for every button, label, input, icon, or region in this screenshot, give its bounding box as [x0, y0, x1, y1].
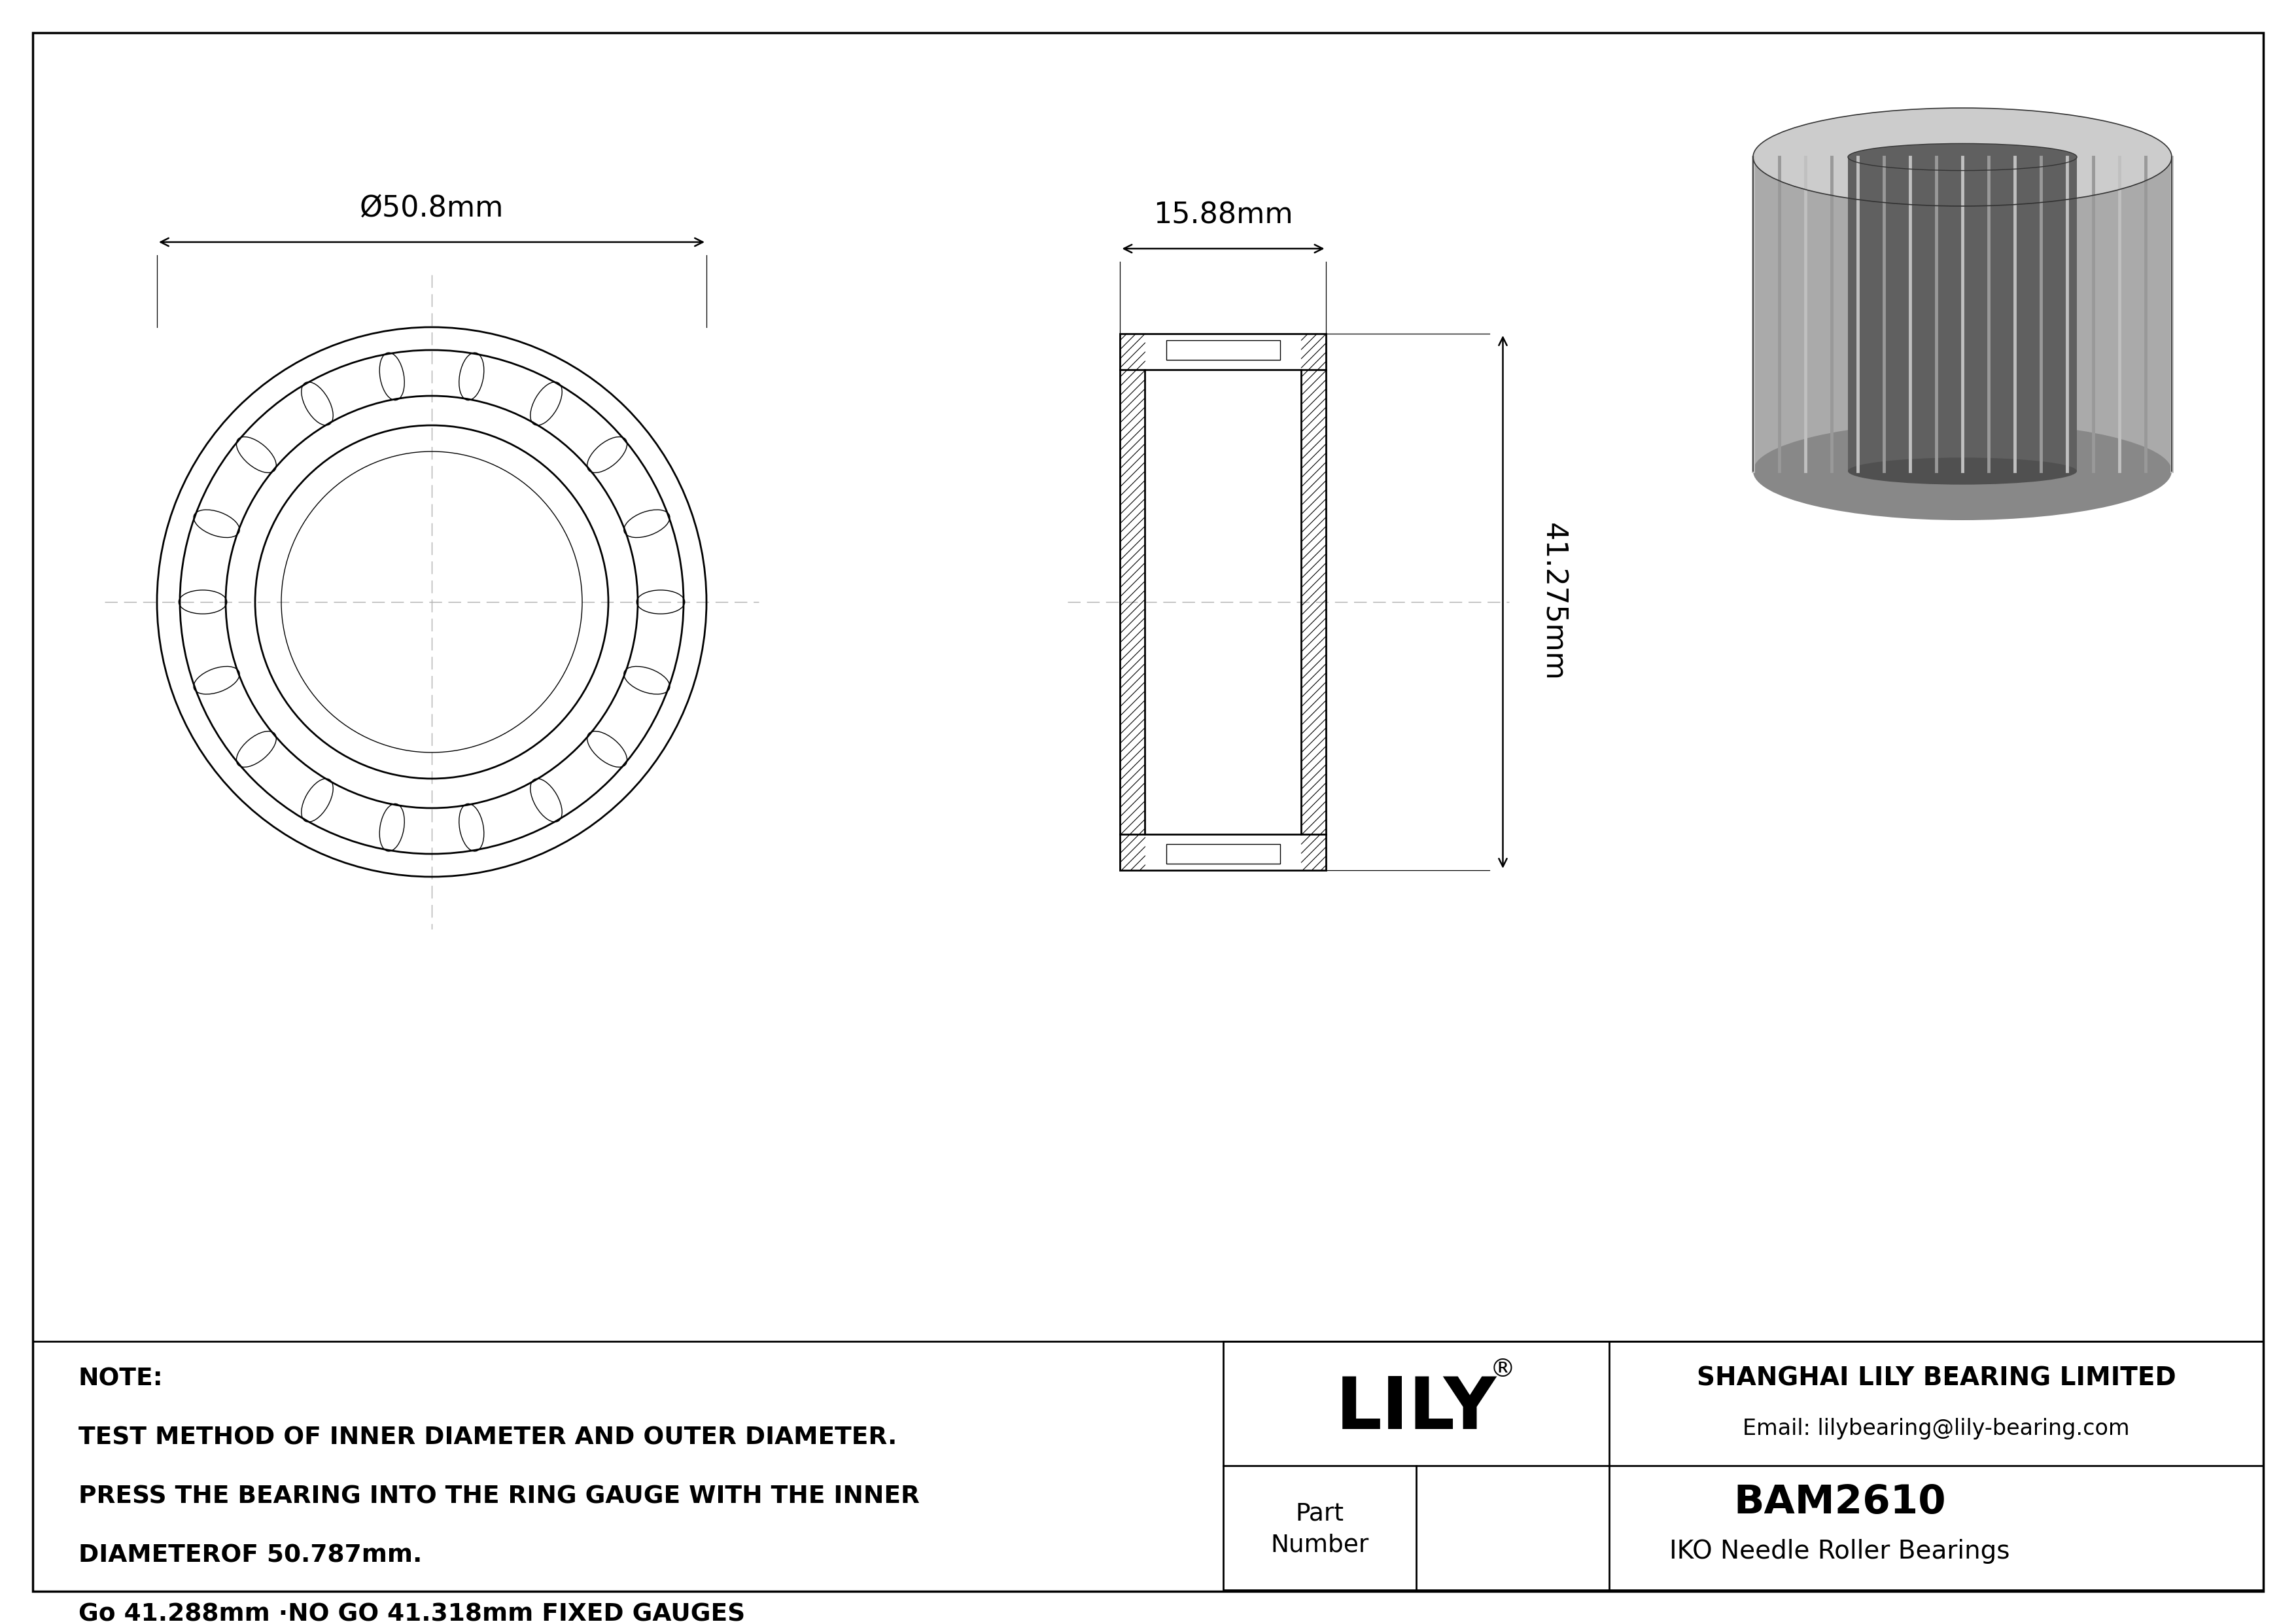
Text: PRESS THE BEARING INTO THE RING GAUGE WITH THE INNER: PRESS THE BEARING INTO THE RING GAUGE WI… [78, 1486, 921, 1509]
Ellipse shape [1848, 143, 2078, 171]
Bar [1224, 1341, 2264, 1590]
Text: TEST METHOD OF INNER DIAMETER AND OUTER DIAMETER.: TEST METHOD OF INNER DIAMETER AND OUTER … [78, 1426, 898, 1450]
Bar [1166, 339, 1279, 361]
Bar [1848, 158, 2078, 471]
Ellipse shape [1754, 107, 2172, 206]
Text: IKO Needle Roller Bearings: IKO Needle Roller Bearings [1669, 1540, 2009, 1564]
Text: Email: lilybearing@lily-bearing.com: Email: lilybearing@lily-bearing.com [1743, 1418, 2131, 1439]
Text: ®: ® [1490, 1358, 1515, 1382]
Text: SHANGHAI LILY BEARING LIMITED: SHANGHAI LILY BEARING LIMITED [1697, 1366, 2177, 1392]
Text: 15.88mm: 15.88mm [1153, 201, 1293, 229]
Text: 41.275mm: 41.275mm [1538, 523, 1566, 680]
Text: BAM2610: BAM2610 [1733, 1484, 1947, 1522]
Text: Number: Number [1270, 1533, 1368, 1557]
Bar [1120, 333, 1327, 870]
Text: Ø50.8mm: Ø50.8mm [360, 195, 503, 222]
Text: DIAMETEROF 50.787mm.: DIAMETEROF 50.787mm. [78, 1544, 422, 1567]
Ellipse shape [1848, 458, 2078, 484]
Text: LILY: LILY [1336, 1374, 1497, 1444]
Bar [1166, 844, 1279, 864]
Ellipse shape [1754, 422, 2172, 520]
Text: Go 41.288mm ·NO GO 41.318mm FIXED GAUGES: Go 41.288mm ·NO GO 41.318mm FIXED GAUGES [78, 1603, 746, 1624]
Bar [1754, 158, 2172, 471]
Text: Part: Part [1295, 1502, 1343, 1525]
Text: NOTE:: NOTE: [78, 1367, 163, 1392]
